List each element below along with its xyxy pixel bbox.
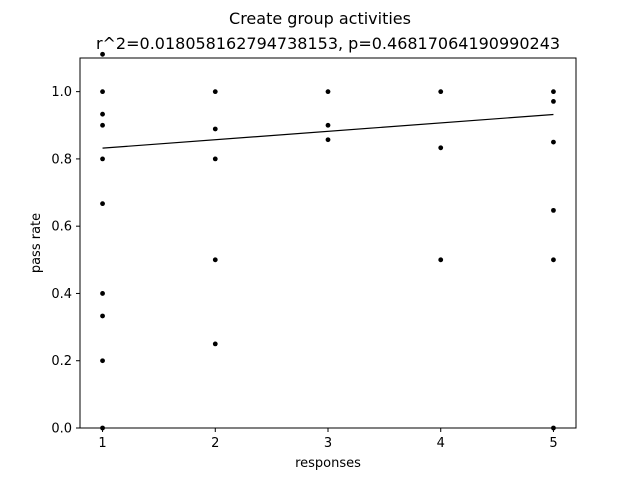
data-point: [551, 139, 556, 145]
data-point: [325, 137, 331, 143]
data-point: [100, 358, 105, 364]
data-point: [551, 89, 556, 95]
x-tick-label: 5: [549, 436, 557, 451]
y-tick-label: 0.4: [51, 287, 72, 302]
data-point: [100, 89, 105, 95]
data-point: [100, 111, 105, 117]
y-axis-label: pass rate: [29, 213, 44, 273]
regression-line: [102, 113, 554, 149]
data-point: [551, 257, 556, 263]
data-point: [100, 51, 105, 57]
x-tick-label: 4: [437, 436, 445, 451]
data-point: [212, 126, 218, 132]
x-tick-label: 1: [98, 436, 106, 451]
x-axis: 1 2 3 4 5: [98, 428, 558, 451]
data-point: [212, 89, 218, 95]
chart-subtitle: r^2=0.018058162794738153, p=0.4681706419…: [96, 34, 560, 53]
data-point: [438, 145, 444, 151]
y-tick-label: 0.6: [51, 220, 72, 235]
data-point: [212, 156, 218, 162]
y-tick-label: 1.0: [51, 85, 72, 100]
data-point: [551, 98, 556, 104]
data-point: [212, 257, 218, 263]
data-point: [100, 313, 105, 319]
data-point: [325, 89, 331, 95]
data-point: [100, 122, 105, 128]
data-point: [438, 89, 444, 95]
y-tick-label: 0.0: [51, 422, 72, 437]
y-axis: 0.0 0.2 0.4 0.6 0.8 1.0: [51, 85, 80, 437]
data-point: [212, 341, 218, 347]
data-point: [325, 122, 331, 128]
plot-area: [100, 51, 556, 431]
y-tick-label: 0.8: [51, 152, 72, 167]
chart-title: Create group activities: [229, 9, 411, 28]
x-tick-label: 3: [324, 436, 332, 451]
y-tick-label: 0.2: [51, 354, 72, 369]
data-point: [438, 257, 444, 263]
x-tick-label: 2: [211, 436, 219, 451]
x-axis-label: responses: [295, 456, 361, 471]
data-point: [100, 201, 105, 207]
data-point: [551, 207, 556, 213]
data-point: [100, 156, 105, 162]
data-point: [100, 291, 105, 296]
